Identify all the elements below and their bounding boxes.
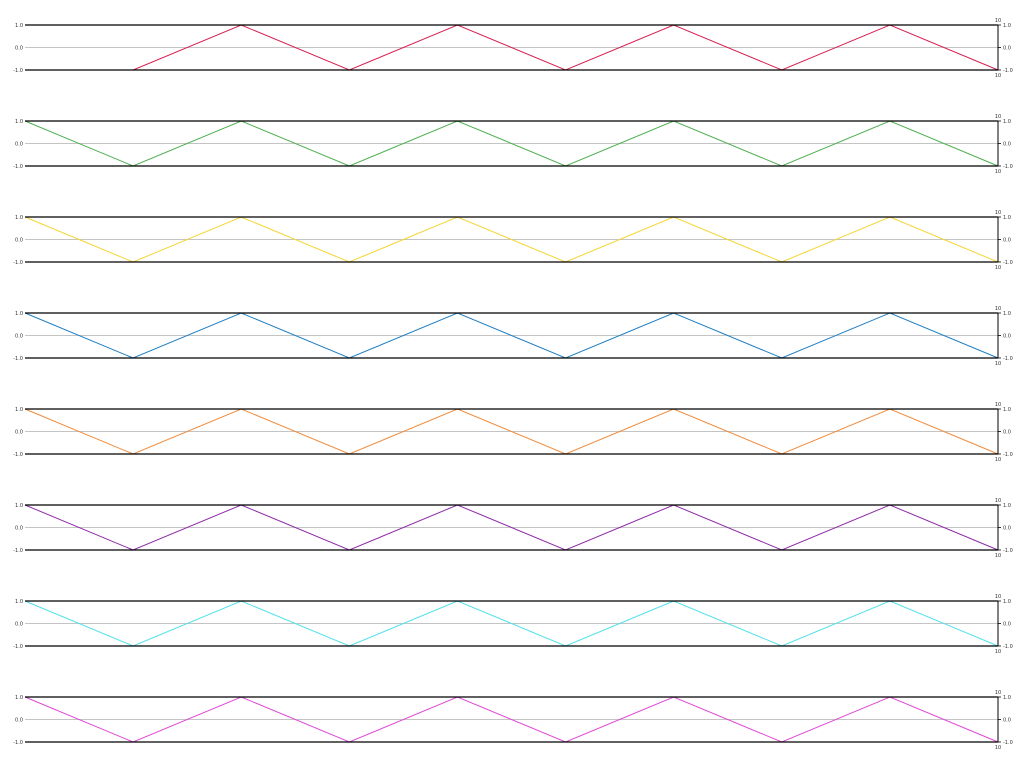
- y-tick-label-left: 1.0: [15, 503, 23, 509]
- series-line-1: [24, 120, 999, 167]
- right-axis-bottom-label: 10: [995, 169, 1001, 175]
- right-axis-bottom-label: 10: [995, 745, 1001, 751]
- right-axis-top-label: 10: [995, 18, 1001, 24]
- right-axis-top-label: 10: [995, 594, 1001, 600]
- y-tick-label-right: -1.0: [1003, 164, 1013, 170]
- y-tick-label-left: 0.0: [15, 717, 23, 723]
- y-tick-label-left: 0.0: [15, 333, 23, 339]
- right-axis-bottom-label: 10: [995, 649, 1001, 655]
- series-line-1: [24, 408, 999, 455]
- right-axis-top-label: 10: [995, 114, 1001, 120]
- series-line-1: [24, 216, 999, 263]
- series-line-1: [24, 600, 999, 647]
- y-tick-label-right: 0.0: [1003, 621, 1011, 627]
- y-tick-label-right: -1.0: [1003, 452, 1013, 458]
- y-tick-label-left: 1.0: [15, 119, 23, 125]
- y-tick-label-left: -1.0: [13, 644, 23, 650]
- y-tick-label-right: -1.0: [1003, 356, 1013, 362]
- y-tick-label-right: 0.0: [1003, 237, 1011, 243]
- y-tick-label-right: 1.0: [1003, 407, 1011, 413]
- y-tick-label-right: 1.0: [1003, 119, 1011, 125]
- series-line-1: [24, 312, 999, 359]
- y-tick-label-left: -1.0: [13, 740, 23, 746]
- right-axis-top-label: 10: [995, 402, 1001, 408]
- y-tick-label-left: -1.0: [13, 452, 23, 458]
- y-tick-label-right: -1.0: [1003, 644, 1013, 650]
- y-tick-label-left: 0.0: [15, 621, 23, 627]
- y-tick-label-left: -1.0: [13, 548, 23, 554]
- y-tick-label-left: -1.0: [13, 68, 23, 74]
- y-tick-label-right: 0.0: [1003, 45, 1011, 51]
- right-axis-bottom-label: 10: [995, 361, 1001, 367]
- y-tick-label-left: 0.0: [15, 237, 23, 243]
- y-tick-label-right: 0.0: [1003, 717, 1011, 723]
- y-tick-label-left: 1.0: [15, 23, 23, 29]
- right-axis-top-label: 10: [995, 210, 1001, 216]
- y-tick-label-right: 0.0: [1003, 333, 1011, 339]
- y-tick-label-left: 0.0: [15, 45, 23, 51]
- y-tick-label-right: -1.0: [1003, 548, 1013, 554]
- y-tick-label-left: -1.0: [13, 164, 23, 170]
- y-tick-label-right: 1.0: [1003, 311, 1011, 317]
- y-tick-label-right: 0.0: [1003, 141, 1011, 147]
- y-tick-label-right: -1.0: [1003, 740, 1013, 746]
- series-line-1: [24, 504, 999, 551]
- right-axis-bottom-label: 10: [995, 73, 1001, 79]
- y-tick-label-left: 1.0: [15, 311, 23, 317]
- y-tick-label-left: 1.0: [15, 695, 23, 701]
- y-tick-label-right: 1.0: [1003, 695, 1011, 701]
- right-axis-top-label: 10: [995, 306, 1001, 312]
- y-tick-label-left: 1.0: [15, 407, 23, 413]
- right-axis-bottom-label: 10: [995, 265, 1001, 271]
- right-axis-bottom-label: 10: [995, 457, 1001, 463]
- y-tick-label-right: 0.0: [1003, 429, 1011, 435]
- y-tick-label-left: 0.0: [15, 141, 23, 147]
- y-tick-label-right: -1.0: [1003, 260, 1013, 266]
- y-tick-label-right: 1.0: [1003, 215, 1011, 221]
- right-axis-top-label: 10: [995, 690, 1001, 696]
- y-tick-label-left: -1.0: [13, 356, 23, 362]
- y-tick-label-left: 1.0: [15, 599, 23, 605]
- right-axis-bottom-label: 10: [995, 553, 1001, 559]
- y-tick-label-right: 1.0: [1003, 599, 1011, 605]
- y-tick-label-right: 1.0: [1003, 503, 1011, 509]
- series-line-1: [25, 24, 999, 71]
- y-tick-label-left: 0.0: [15, 525, 23, 531]
- y-tick-label-right: 0.0: [1003, 525, 1011, 531]
- y-tick-label-right: 1.0: [1003, 23, 1011, 29]
- right-axis-top-label: 10: [995, 498, 1001, 504]
- y-tick-label-left: -1.0: [13, 260, 23, 266]
- y-tick-label-left: 1.0: [15, 215, 23, 221]
- y-tick-label-right: -1.0: [1003, 68, 1013, 74]
- series-line-1: [24, 696, 999, 743]
- y-tick-label-left: 0.0: [15, 429, 23, 435]
